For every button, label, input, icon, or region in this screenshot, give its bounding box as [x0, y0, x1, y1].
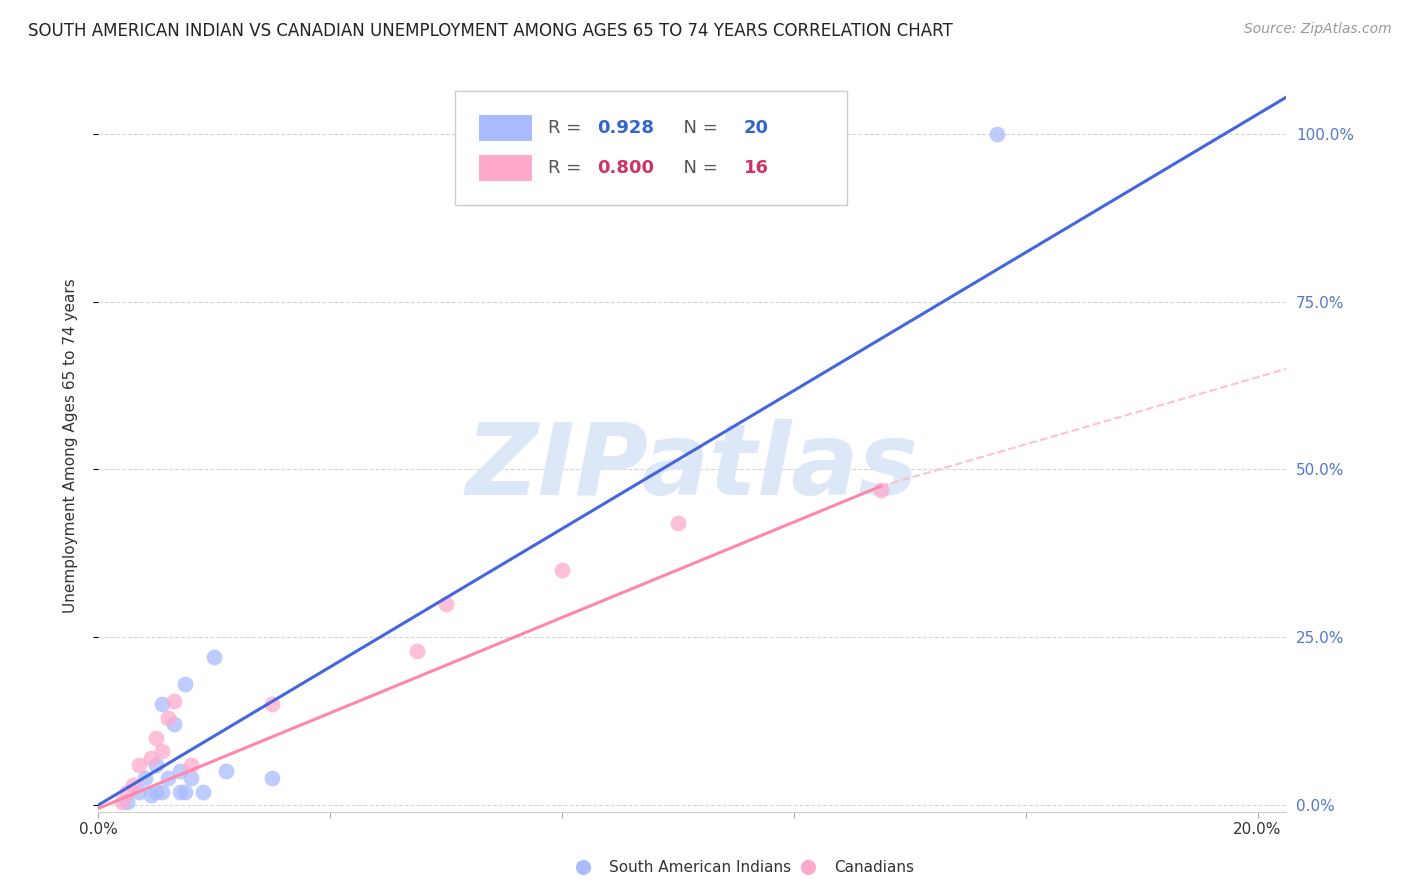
- Point: [191, 784, 214, 798]
- FancyBboxPatch shape: [456, 91, 846, 204]
- FancyBboxPatch shape: [478, 155, 531, 181]
- Text: N =: N =: [672, 159, 724, 177]
- Text: South American Indians: South American Indians: [609, 860, 792, 874]
- Point: [139, 751, 162, 765]
- Point: [180, 771, 202, 785]
- Point: [163, 717, 186, 731]
- Text: 16: 16: [744, 159, 769, 177]
- Text: Source: ZipAtlas.com: Source: ZipAtlas.com: [1244, 22, 1392, 37]
- Point: [156, 771, 179, 785]
- Point: [150, 744, 173, 758]
- Point: [156, 711, 179, 725]
- Point: [174, 677, 197, 691]
- Text: Canadians: Canadians: [834, 860, 914, 874]
- Point: [174, 784, 197, 798]
- Text: R =: R =: [547, 159, 586, 177]
- Text: ZIPatlas: ZIPatlas: [465, 419, 920, 516]
- Text: 20: 20: [744, 119, 769, 136]
- Point: [139, 788, 162, 802]
- Point: [117, 784, 139, 798]
- Text: 0.928: 0.928: [598, 119, 654, 136]
- Point: [145, 784, 167, 798]
- Point: [128, 757, 150, 772]
- Point: [128, 784, 150, 798]
- Text: R =: R =: [547, 119, 586, 136]
- Point: [869, 483, 891, 497]
- Point: [262, 771, 284, 785]
- Point: [666, 516, 689, 531]
- Point: [169, 764, 191, 779]
- FancyBboxPatch shape: [478, 115, 531, 141]
- Text: 0.800: 0.800: [598, 159, 654, 177]
- Point: [110, 795, 132, 809]
- Point: [169, 784, 191, 798]
- Text: SOUTH AMERICAN INDIAN VS CANADIAN UNEMPLOYMENT AMONG AGES 65 TO 74 YEARS CORRELA: SOUTH AMERICAN INDIAN VS CANADIAN UNEMPL…: [28, 22, 953, 40]
- Point: [150, 784, 173, 798]
- Point: [145, 757, 167, 772]
- Point: [145, 731, 167, 745]
- Point: [434, 597, 457, 611]
- Text: N =: N =: [672, 119, 724, 136]
- Point: [117, 795, 139, 809]
- Point: [150, 698, 173, 712]
- Point: [406, 643, 429, 657]
- Point: [134, 771, 156, 785]
- Point: [163, 694, 186, 708]
- Point: [986, 127, 1008, 141]
- Point: [262, 698, 284, 712]
- Point: [215, 764, 238, 779]
- Point: [202, 650, 225, 665]
- Point: [551, 563, 574, 577]
- Point: [180, 757, 202, 772]
- Y-axis label: Unemployment Among Ages 65 to 74 years: Unemployment Among Ages 65 to 74 years: [63, 278, 77, 614]
- Point: [122, 778, 145, 792]
